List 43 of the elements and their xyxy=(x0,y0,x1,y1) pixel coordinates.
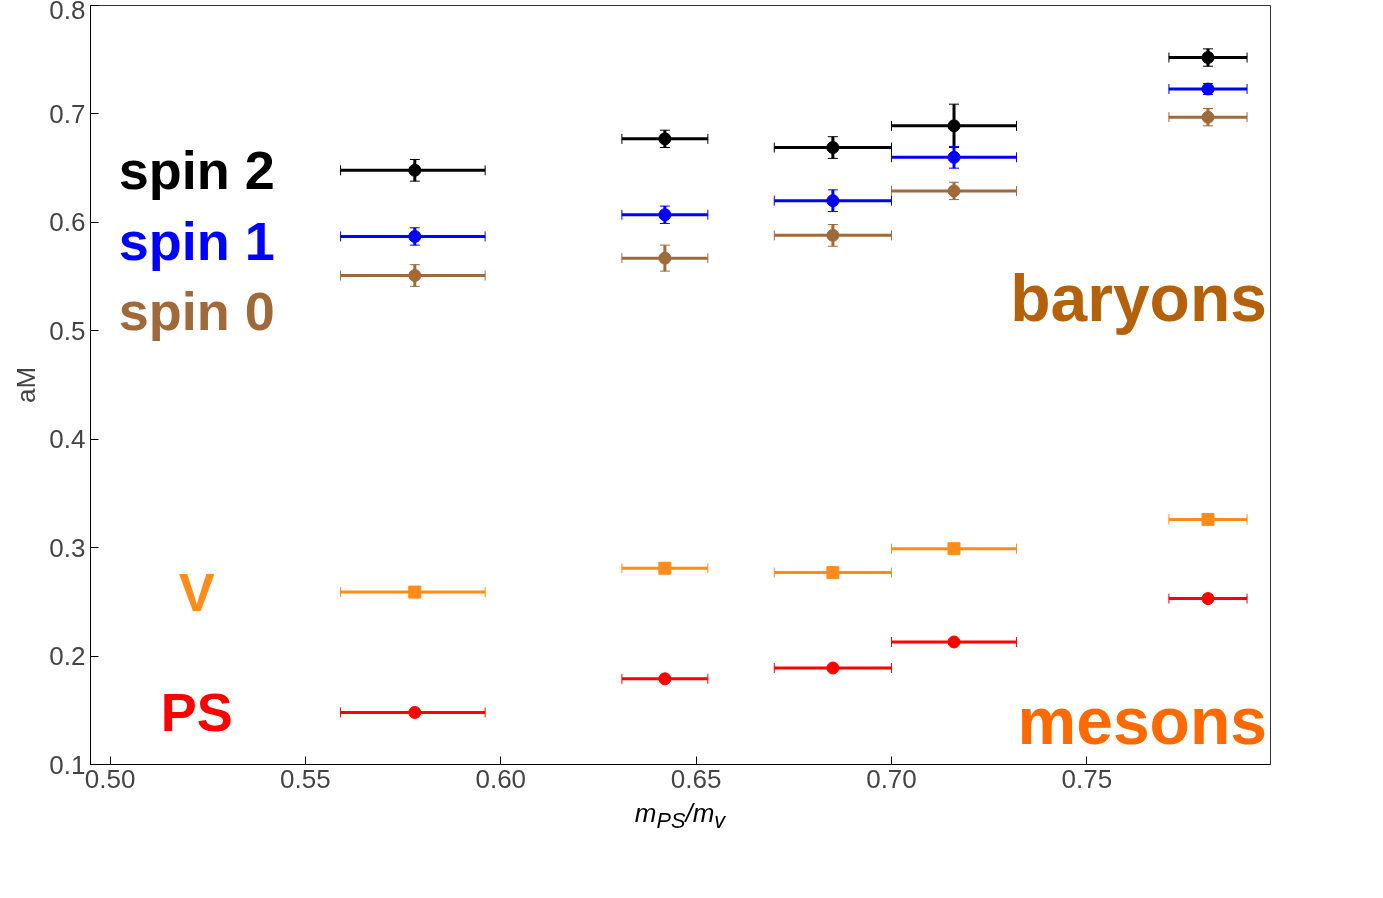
point xyxy=(408,705,422,719)
x-tick-label: 0.65 xyxy=(670,763,722,794)
point xyxy=(408,163,422,177)
x-tick-label: 0.60 xyxy=(475,763,527,794)
point xyxy=(947,150,961,164)
point xyxy=(408,269,422,282)
point xyxy=(947,119,961,133)
point xyxy=(826,194,840,208)
y-tick-label: 0.5 xyxy=(49,315,86,346)
point xyxy=(1201,512,1215,526)
text: spin 2 xyxy=(118,140,275,201)
point xyxy=(408,585,422,599)
x-tick-label: 0.55 xyxy=(280,763,331,794)
annotation: mesons xyxy=(1017,684,1267,759)
annotation: baryons xyxy=(1010,261,1267,336)
text: V xyxy=(178,562,215,623)
y-tick-label: 0.7 xyxy=(49,98,86,129)
point xyxy=(658,672,672,686)
x-tick-label: 0.50 xyxy=(84,763,136,794)
point xyxy=(826,661,840,675)
y-tick-label: 0.8 xyxy=(49,0,86,25)
point xyxy=(408,229,422,243)
point xyxy=(826,566,840,580)
y-tick-label: 0.2 xyxy=(49,641,86,672)
y-tick-label: 0.1 xyxy=(49,749,86,780)
point xyxy=(947,635,961,649)
y-tick-label: 0.3 xyxy=(49,532,86,563)
y-tick-label: 0.6 xyxy=(49,207,86,238)
y-axis-title: aM xyxy=(11,366,42,404)
point xyxy=(658,251,672,265)
point xyxy=(1201,51,1215,65)
text: spin 1 xyxy=(118,210,275,271)
text: spin 0 xyxy=(118,281,275,342)
point xyxy=(947,542,961,556)
x-tick-label: 0.70 xyxy=(866,763,917,794)
point xyxy=(1201,592,1215,606)
point xyxy=(826,228,840,242)
x-tick-label: 0.75 xyxy=(1061,763,1113,794)
x-axis-title: m$_{PS}$/m$_{v}$ xyxy=(633,797,727,836)
y-tick-label: 0.4 xyxy=(49,424,86,455)
point xyxy=(826,141,840,155)
text: PS xyxy=(160,682,233,743)
point xyxy=(658,561,672,575)
